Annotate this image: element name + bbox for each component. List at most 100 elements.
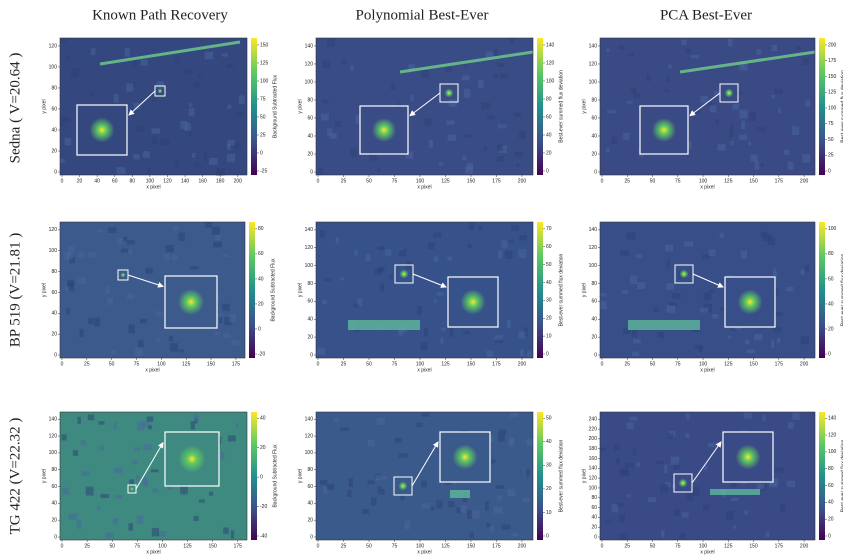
noise: [469, 532, 474, 539]
row-label: BP 519 (V=21.81 ): [7, 233, 23, 348]
streak: [99, 40, 241, 66]
noise: [730, 123, 734, 133]
x-tick-label: 0: [317, 543, 320, 549]
colorbar-tick-label: 0: [828, 533, 831, 539]
noise: [466, 510, 472, 520]
noise: [666, 304, 676, 313]
noise: [693, 110, 701, 114]
noise: [215, 168, 225, 176]
noise: [213, 241, 222, 248]
y-tick-label: 120: [49, 43, 58, 49]
noise: [717, 143, 726, 151]
noise: [113, 422, 117, 430]
y-tick-label: 0: [310, 169, 313, 175]
noise: [188, 129, 192, 137]
colorbar-tick-label: 20: [828, 517, 834, 523]
noise: [626, 422, 634, 430]
colorbar-label: Best-ever summed flux deviation: [840, 440, 843, 513]
noise: [377, 168, 381, 172]
noise: [152, 488, 159, 493]
colorbar-tick-label: 20: [546, 486, 552, 492]
image: [600, 38, 815, 175]
noise: [773, 327, 781, 333]
y-tick-label: 60: [591, 299, 597, 305]
noise: [605, 520, 613, 524]
x-label: x pixel: [700, 549, 714, 555]
noise: [238, 95, 245, 105]
noise: [760, 231, 768, 237]
noise: [760, 162, 765, 168]
noise: [398, 248, 407, 257]
noise: [347, 489, 352, 498]
noise: [501, 524, 511, 530]
source: [398, 481, 408, 491]
colorbar-tick-label: 0: [546, 351, 549, 357]
noise: [709, 105, 717, 113]
colorbar-label: Best-ever summed flux deviation: [840, 254, 843, 327]
colorbar-tick-label: 60: [546, 114, 552, 120]
noise: [235, 422, 239, 429]
x-tick-label: 140: [181, 178, 190, 184]
noise: [636, 462, 641, 467]
noise: [390, 83, 395, 90]
noise: [394, 437, 402, 443]
colorbar-label: Best-ever summed flux deviation: [558, 440, 564, 513]
noise: [110, 349, 116, 355]
streak: [399, 50, 534, 74]
noise: [769, 481, 776, 486]
colorbar-tick-label: 40: [828, 500, 834, 506]
noise: [433, 232, 442, 238]
colorbar-tick-label: 80: [258, 226, 264, 232]
noise: [134, 347, 143, 356]
colorbar-label: Background Subtracted Flux: [272, 74, 278, 138]
colorbar-tick-label: 60: [828, 276, 834, 282]
y-label: y pixel: [581, 99, 587, 113]
noise: [648, 497, 657, 503]
y-tick-label: 40: [51, 311, 57, 317]
noise: [462, 493, 467, 503]
noise: [613, 444, 620, 451]
noise: [379, 283, 385, 292]
noise: [327, 128, 333, 137]
noise: [194, 414, 200, 422]
x-tick-label: 25: [84, 361, 90, 367]
colorbar-tick-label: 30: [546, 298, 552, 304]
x-tick-label: 25: [341, 543, 347, 549]
colorbar-tick-label: 120: [828, 432, 837, 438]
noise: [151, 137, 157, 145]
x-tick-label: 175: [492, 361, 501, 367]
noise: [700, 95, 709, 104]
source: [372, 118, 396, 142]
y-tick-label: 0: [310, 534, 313, 540]
noise: [365, 254, 371, 262]
noise: [66, 252, 73, 260]
y-tick-label: 0: [594, 352, 597, 358]
noise: [518, 131, 526, 140]
y-tick-label: 40: [51, 127, 57, 133]
noise: [730, 481, 737, 488]
noise: [606, 48, 610, 52]
noise: [750, 154, 758, 162]
noise: [211, 226, 220, 236]
arrow: [411, 441, 439, 487]
x-tick-label: 75: [392, 178, 398, 184]
noise: [744, 339, 750, 345]
arrow: [691, 441, 722, 484]
noise: [486, 522, 491, 528]
y-label: y pixel: [581, 469, 587, 483]
noise: [805, 265, 810, 272]
noise: [377, 486, 382, 494]
colorbar-tick-label: 40: [260, 416, 266, 422]
image: [600, 412, 815, 540]
noise: [421, 70, 429, 78]
noise: [223, 333, 231, 339]
noise: [180, 120, 188, 130]
colorbar-tick-label: 10: [546, 510, 552, 516]
noise: [428, 242, 435, 250]
noise: [448, 99, 457, 107]
colorbar-tick-label: 0: [546, 168, 549, 174]
noise: [317, 347, 325, 355]
noise: [88, 318, 94, 325]
noise: [136, 126, 145, 132]
x-tick-label: 75: [392, 543, 398, 549]
